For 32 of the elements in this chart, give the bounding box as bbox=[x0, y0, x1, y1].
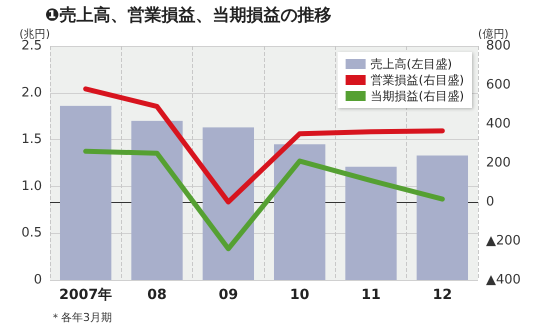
bar bbox=[416, 156, 468, 280]
legend-label: 当期損益(右目盛) bbox=[370, 89, 464, 103]
bar bbox=[131, 120, 183, 280]
y-axis-title: (兆円) bbox=[19, 28, 50, 41]
x-tick-label: 2007年 bbox=[59, 287, 112, 303]
y-tick-label: 1.5 bbox=[21, 132, 42, 148]
y2-tick-label: ▲200 bbox=[486, 234, 521, 248]
y2-tick-label: 200 bbox=[486, 156, 511, 170]
y2-axis-title: (億円) bbox=[478, 28, 509, 41]
x-tick-label: 12 bbox=[432, 287, 452, 303]
y2-tick-label: 0 bbox=[486, 194, 494, 210]
x-tick-label: 10 bbox=[290, 287, 310, 303]
x-tick-label: 08 bbox=[147, 287, 167, 303]
y2-tick-label: 400 bbox=[486, 116, 511, 132]
y-tick-label: 2.0 bbox=[21, 85, 42, 100]
chart-title: ❶売上高、営業損益、当期損益の推移 bbox=[45, 6, 332, 26]
y2-tick-label: 600 bbox=[486, 78, 511, 92]
x-tick-label: 09 bbox=[218, 287, 238, 303]
bar bbox=[274, 144, 326, 280]
bar bbox=[60, 106, 112, 280]
bar bbox=[202, 127, 254, 280]
bar bbox=[345, 166, 397, 280]
y-tick-label: 0 bbox=[34, 272, 42, 288]
legend-label: 売上高(左目盛) bbox=[370, 57, 452, 71]
x-tick-label: 11 bbox=[361, 287, 381, 303]
y-tick-label: 2.5 bbox=[21, 38, 42, 54]
y-tick-label: 1.0 bbox=[21, 178, 42, 194]
y-tick-label: 0.5 bbox=[21, 226, 42, 241]
legend-label: 営業損益(右目盛) bbox=[370, 73, 464, 87]
text: ＊各年3月期 bbox=[50, 311, 112, 324]
y2-tick-label: ▲400 bbox=[486, 272, 521, 288]
y2-tick-label: 800 bbox=[486, 38, 511, 54]
